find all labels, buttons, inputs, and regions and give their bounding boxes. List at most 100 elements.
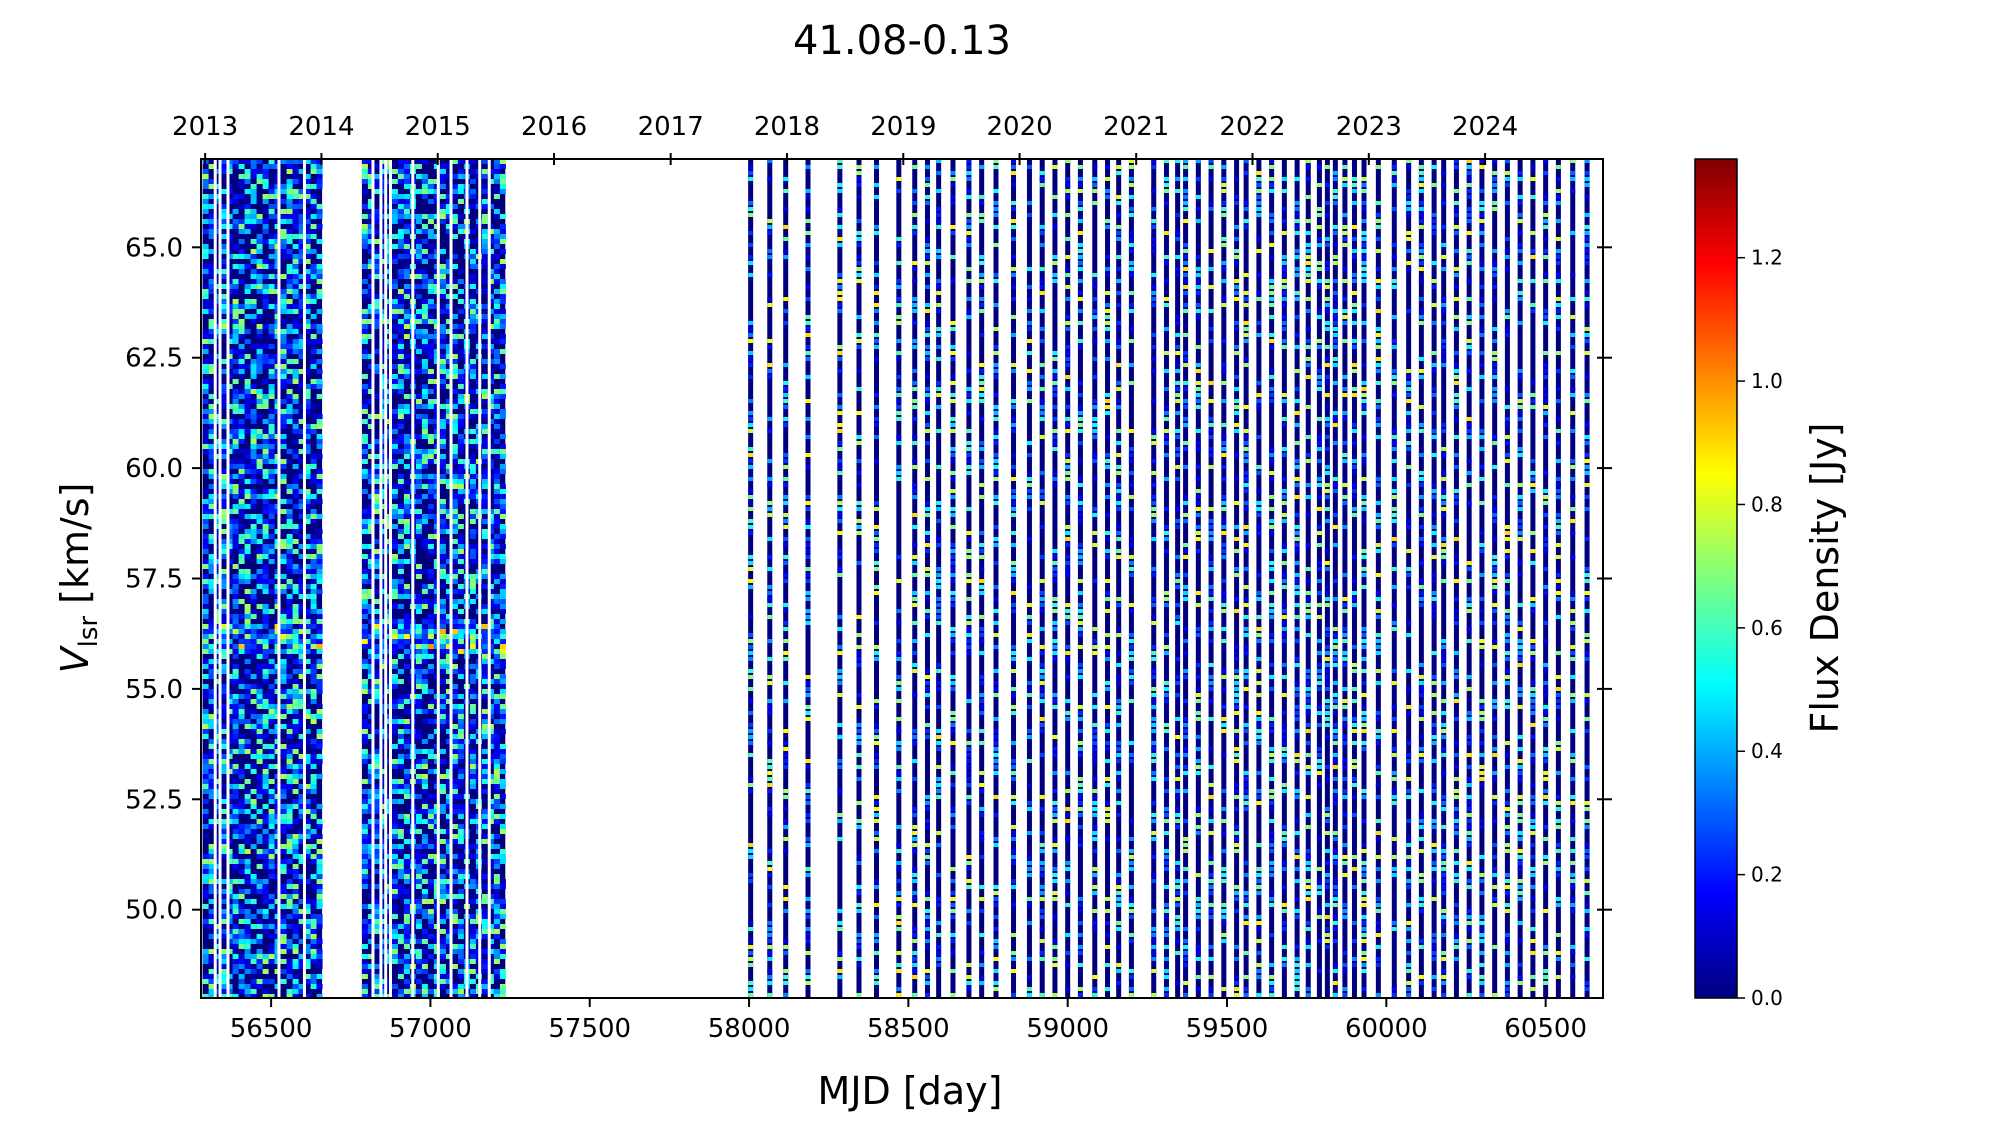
- colorbar-tick-label: 0.2: [1751, 863, 1783, 887]
- y-tick-label: 57.5: [125, 565, 183, 595]
- observation-stripe: [1105, 159, 1111, 998]
- x-tick-label: 57000: [389, 1014, 472, 1044]
- observation-stripe: [1221, 159, 1227, 998]
- observation-stripe: [1431, 159, 1437, 998]
- top-tick-label: 2015: [405, 112, 471, 142]
- top-tick-label: 2016: [521, 112, 587, 142]
- observation-stripe: [936, 159, 942, 998]
- observation-stripe: [1324, 159, 1330, 998]
- observation-stripe: [1418, 159, 1424, 998]
- x-tick-label: 57500: [548, 1014, 631, 1044]
- x-tick-label: 59500: [1186, 1014, 1269, 1044]
- colorbar-tick-label: 1.2: [1751, 246, 1783, 270]
- observation-stripe: [1269, 159, 1275, 998]
- observation-stripe: [979, 159, 985, 998]
- x-tick-label: 60000: [1345, 1014, 1428, 1044]
- coverage-gap: [487, 159, 491, 998]
- x-axis: 56500 57000 57500 58000 58500 59000 59500 60000…: [230, 998, 1587, 1044]
- top-tick-label: 2019: [870, 112, 936, 142]
- observation-stripe: [1243, 159, 1249, 998]
- observation-stripe: [1163, 159, 1169, 998]
- observation-stripe: [1128, 159, 1134, 998]
- observation-stripe: [896, 159, 902, 998]
- observation-stripe: [1077, 159, 1083, 998]
- coverage-gap: [465, 159, 469, 998]
- top-year-axis: 2013 2014 2015 2016 2017 2018 2019 2020 2021 2022…: [172, 112, 1518, 165]
- top-tick-label: 2018: [754, 112, 820, 142]
- observation-stripe: [874, 159, 880, 998]
- observation-stripe: [1294, 159, 1300, 998]
- top-tick-label: 2020: [986, 112, 1052, 142]
- colorbar: [1694, 158, 1738, 999]
- y-tick-label: 60.0: [125, 454, 183, 484]
- coverage-gap: [218, 159, 222, 998]
- observation-stripe: [950, 159, 956, 998]
- x-axis-title: MJD [day]: [818, 1069, 1003, 1113]
- observation-stripe: [1316, 159, 1322, 998]
- observation-stripe: [1116, 159, 1122, 998]
- observation-stripe: [767, 159, 773, 998]
- coverage-gap: [371, 159, 375, 998]
- y-axis-title-unit: [km/s]: [53, 483, 97, 616]
- top-tick-label: 2017: [638, 112, 704, 142]
- observation-stripe: [1492, 159, 1498, 998]
- observation-stripe: [1151, 159, 1157, 998]
- top-tick-label: 2014: [288, 112, 354, 142]
- observation-stripe: [1453, 159, 1459, 998]
- coverage-gap: [277, 159, 281, 998]
- observation-stripe: [1555, 159, 1561, 998]
- coverage-gap: [384, 159, 388, 998]
- observation-stripe: [1092, 159, 1098, 998]
- colorbar-tick-label: 0.6: [1751, 616, 1783, 640]
- y-tick-label: 62.5: [125, 344, 183, 374]
- observation-stripe: [1479, 159, 1485, 998]
- x-tick-label: 58500: [867, 1014, 950, 1044]
- colorbar-tick-label: 1.0: [1751, 369, 1783, 393]
- coverage-gap: [478, 159, 482, 998]
- x-tick-label: 56500: [230, 1014, 313, 1044]
- top-tick-label: 2021: [1103, 112, 1169, 142]
- observation-stripe: [1466, 159, 1472, 998]
- observation-stripe: [1011, 159, 1017, 998]
- observation-stripe: [1065, 159, 1071, 998]
- coverage-gap: [213, 159, 217, 998]
- observation-stripe: [1026, 159, 1032, 998]
- observation-stripe: [1441, 159, 1447, 998]
- observation-stripe: [1406, 159, 1412, 998]
- coverage-gap: [226, 159, 230, 998]
- x-tick-label: 60500: [1504, 1014, 1587, 1044]
- observation-stripe: [1584, 159, 1590, 998]
- observation-stripe: [1342, 159, 1348, 998]
- observation-stripe: [1175, 159, 1181, 998]
- y-axis-title-subscript: lsr: [74, 616, 104, 648]
- observation-stripe: [1361, 159, 1367, 998]
- y-axis-title: Vlsr [km/s]: [53, 483, 104, 674]
- observation-stripe: [1543, 159, 1549, 998]
- observation-stripe: [1504, 159, 1510, 998]
- y-axis-title-symbol: V: [53, 644, 97, 673]
- observation-stripe: [1517, 159, 1523, 998]
- y-tick-label: 55.0: [125, 675, 183, 705]
- observation-stripe: [924, 159, 930, 998]
- observation-stripe: [1375, 159, 1381, 998]
- coverage-gap: [436, 159, 440, 998]
- observation-stripe: [1305, 159, 1311, 998]
- observation-stripe: [1039, 159, 1045, 998]
- observation-stripe: [1530, 159, 1536, 998]
- observation-stripe: [1208, 159, 1214, 998]
- observation-stripe: [1195, 159, 1201, 998]
- x-tick-label: 58000: [708, 1014, 791, 1044]
- y-tick-label: 50.0: [125, 896, 183, 926]
- chart-title: 41.08-0.13: [793, 18, 1011, 64]
- y-tick-label: 52.5: [125, 785, 183, 815]
- observation-stripe: [1351, 159, 1357, 998]
- observation-stripe: [805, 159, 811, 998]
- top-tick-label: 2022: [1219, 112, 1285, 142]
- coverage-gap: [411, 159, 415, 998]
- top-tick-label: 2013: [172, 112, 238, 142]
- observation-stripe: [993, 159, 999, 998]
- observation-stripe: [912, 159, 918, 998]
- observation-stripe: [1332, 159, 1338, 998]
- coverage-gap: [388, 159, 392, 998]
